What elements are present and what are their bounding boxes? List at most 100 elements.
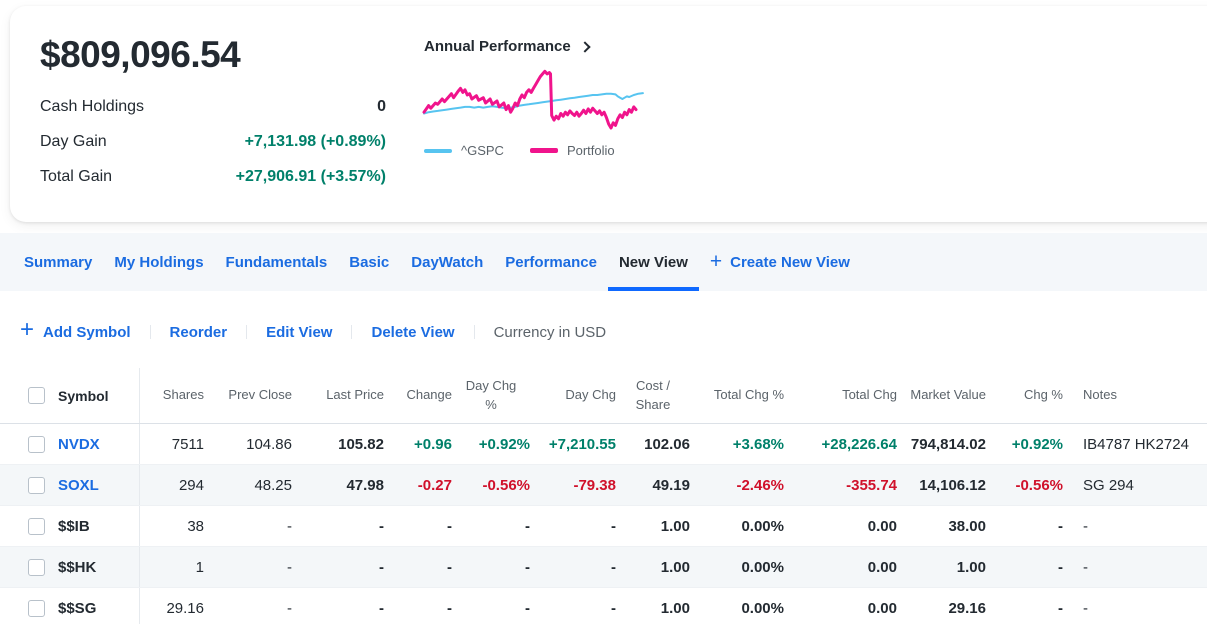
tab-my-holdings[interactable]: My Holdings	[103, 233, 214, 291]
chart-legend: ^GSPC Portfolio	[424, 143, 652, 158]
cell-sg-change: -	[447, 599, 452, 617]
cell-soxl-shares: 294	[178, 476, 204, 494]
select-all-checkbox[interactable]	[28, 387, 45, 404]
performance-chart-block: Annual Performance ^GSPC Portfolio	[422, 30, 652, 222]
chart-title: Annual Performance	[424, 38, 571, 55]
cell-hk-notes: -	[1083, 558, 1088, 576]
cell-nvdx-day-chg: +0.92%	[478, 435, 530, 453]
symbol-cell-soxl: SOXL	[0, 465, 140, 505]
symbol-nvdx[interactable]: NVDX	[58, 435, 100, 453]
cell-soxl-last-price: 47.98	[346, 476, 384, 494]
chevron-right-icon	[579, 41, 591, 53]
chart-line-gspc	[423, 92, 644, 115]
header-cell-market-value[interactable]: Market Value	[910, 387, 986, 403]
cell-nvdx-shares: 7511	[171, 435, 204, 453]
header-cell-notes[interactable]: Notes	[1083, 387, 1117, 403]
symbol-soxl[interactable]: SOXL	[58, 476, 99, 494]
tab-fundamentals[interactable]: Fundamentals	[215, 233, 339, 291]
cell-sg-day-chg: -	[525, 599, 530, 617]
legend-label-portfolio: Portfolio	[566, 143, 615, 158]
cell-soxl-total-chg: -355.74	[846, 476, 897, 494]
symbol-ib: $$IB	[58, 517, 90, 535]
tab-label: Performance	[505, 253, 597, 271]
cell-ib-day-chg: -	[611, 517, 616, 535]
tab-performance[interactable]: Performance	[494, 233, 608, 291]
header-cell-total-chg[interactable]: Total Chg	[842, 387, 897, 403]
legend-swatch-portfolio	[529, 148, 558, 153]
tab-basic[interactable]: Basic	[338, 233, 400, 291]
cell-soxl-market-value: 14,106.12	[919, 476, 986, 494]
tab-daywatch[interactable]: DayWatch	[400, 233, 494, 291]
cell-soxl-chg: -0.56%	[1015, 476, 1063, 494]
row-checkbox-ib[interactable]	[28, 517, 45, 535]
tab-summary[interactable]: Summary	[13, 233, 103, 291]
cell-hk-total-chg: 0.00%	[741, 558, 784, 576]
delete-view-button[interactable]: Delete View	[371, 324, 454, 341]
tab-label: New View	[618, 253, 688, 271]
stat-label-cash-holdings: Cash Holdings	[40, 98, 145, 115]
edit-view-button[interactable]: Edit View	[266, 324, 332, 341]
header-cell-day-chg[interactable]: Day Chg	[565, 387, 616, 403]
portfolio-summary-card: $809,096.54 Cash Holdings 0 Day Gain +7,131…	[10, 6, 1207, 222]
cell-nvdx-chg: +0.92%	[1011, 435, 1063, 453]
cell-hk-market-value: 1.00	[956, 558, 986, 576]
holding-row-nvdx: NVDX 7511 104.86 105.82 +0.96 +0.92% +7,210.55…	[0, 424, 1207, 465]
table-body: NVDX 7511 104.86 105.82 +0.96 +0.92% +7,210.55…	[0, 424, 1207, 624]
cell-sg-total-chg: 0.00%	[741, 599, 784, 617]
portfolio-total-value: $809,096.54	[40, 34, 241, 75]
cell-hk-total-chg: 0.00	[867, 558, 897, 576]
annual-performance-link[interactable]: Annual Performance	[424, 38, 652, 55]
table-toolbar: + Add Symbol Reorder Edit View Delete View Cu…	[20, 311, 606, 353]
cell-hk-day-chg: -	[611, 558, 616, 576]
cell-nvdx-day-chg: +7,210.55	[548, 435, 616, 453]
row-checkbox-soxl[interactable]	[28, 476, 45, 494]
tab-label: My Holdings	[114, 253, 204, 271]
stat-value-day-gain: +7,131.98 (+0.89%)	[244, 133, 386, 150]
header-cell-cost-share[interactable]: Cost / Share	[635, 377, 671, 412]
reorder-button[interactable]: Reorder	[170, 324, 228, 341]
legend-item-gspc: ^GSPC	[424, 143, 504, 158]
holdings-table: Symbol Shares Prev Close Last Price Change Da…	[0, 368, 1207, 624]
header-cell-shares[interactable]: Shares	[162, 387, 204, 403]
cell-soxl-cost-share: 49.19	[652, 476, 690, 494]
add-symbol-button[interactable]: + Add Symbol	[20, 318, 131, 344]
row-checkbox-sg[interactable]	[28, 599, 45, 617]
stat-label-total-gain: Total Gain	[40, 168, 113, 185]
row-checkbox-nvdx[interactable]	[28, 435, 45, 453]
cell-soxl-total-chg: -2.46%	[736, 476, 784, 494]
currency-label: Currency in USD	[494, 324, 607, 341]
tab-create-new-view[interactable]: + Create New View	[699, 233, 861, 291]
header-cell-total-chg[interactable]: Total Chg %	[713, 387, 784, 403]
legend-item-portfolio: Portfolio	[529, 143, 615, 158]
toolbar-separator	[473, 325, 475, 339]
header-cell-last-price[interactable]: Last Price	[326, 387, 384, 403]
header-label-symbol: Symbol	[58, 387, 109, 404]
cell-sg-notes: -	[1083, 599, 1088, 617]
cell-hk-prev-close: -	[287, 558, 292, 576]
cell-soxl-prev-close: 48.25	[254, 476, 292, 494]
cell-sg-shares: 29.16	[166, 599, 204, 617]
symbol-hk: $$HK	[58, 558, 97, 576]
toolbar-separator	[351, 325, 353, 339]
table-header-row: Symbol Shares Prev Close Last Price Change Da…	[0, 368, 1207, 424]
header-cell-chg[interactable]: Chg %	[1023, 387, 1063, 403]
header-cell-prev-close[interactable]: Prev Close	[228, 387, 292, 403]
header-cell-symbol[interactable]: Symbol	[0, 368, 140, 423]
row-checkbox-hk[interactable]	[28, 558, 45, 576]
summary-stats-block: $809,096.54 Cash Holdings 0 Day Gain +7,131…	[40, 30, 386, 222]
toolbar-item-label: Reorder	[169, 323, 228, 341]
chart-line-portfolio	[422, 69, 638, 130]
header-cell-day-chg[interactable]: Day Chg%	[465, 377, 517, 412]
cell-nvdx-cost-share: 102.06	[644, 435, 690, 453]
legend-label-gspc: ^GSPC	[461, 143, 504, 158]
cell-sg-total-chg: 0.00	[867, 599, 897, 617]
tab-label: Summary	[24, 253, 93, 271]
header-cell-change[interactable]: Change	[406, 387, 452, 403]
symbol-cell-ib: $$IB	[0, 506, 140, 546]
cell-sg-day-chg: -	[611, 599, 616, 617]
cell-soxl-day-chg: -79.38	[573, 476, 616, 494]
symbol-cell-hk: $$HK	[0, 547, 140, 587]
cell-sg-market-value: 29.16	[948, 599, 986, 617]
tab-new-view[interactable]: New View	[607, 233, 699, 291]
